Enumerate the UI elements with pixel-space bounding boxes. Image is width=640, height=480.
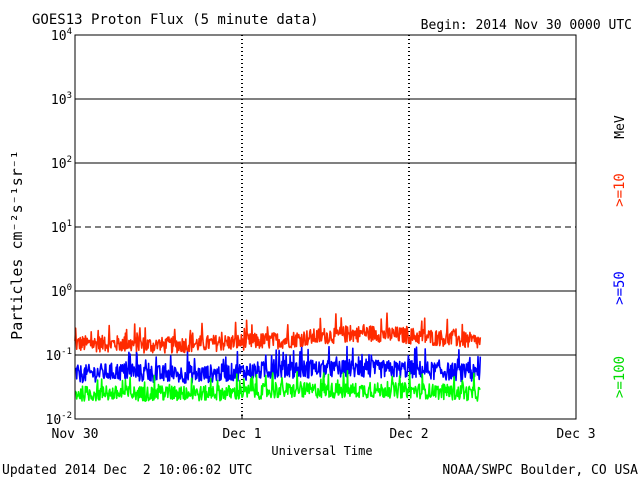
series-line-ge50: [74, 345, 482, 384]
x-tick-label: Nov 30: [52, 427, 99, 442]
x-axis-label: Universal Time: [271, 444, 372, 458]
series-line-ge10: [74, 312, 482, 354]
y-tick-label: 101: [51, 219, 72, 236]
y-tick-label: 104: [51, 27, 72, 44]
x-tick-label-layer: Nov 30 Dec 1 Dec 2 Dec 3: [52, 414, 596, 442]
grid-layer: [75, 98, 576, 356]
x-tick-label: Dec 3: [556, 427, 595, 442]
y-tick-label-layer: 10-2 10-1 100 101 102 103 104: [46, 27, 80, 428]
y-axis-label: Particles cm⁻²s⁻¹sr⁻¹: [8, 150, 26, 340]
legend-ge10: >=10: [612, 173, 628, 207]
agency-credit: NOAA/SWPC Boulder, CO USA: [442, 463, 638, 478]
series-line-ge100: [74, 369, 481, 403]
legend-unit-mev: MeV: [613, 115, 628, 139]
day-marker-layer: [241, 35, 410, 419]
updated-timestamp: Updated 2014 Dec 2 10:06:02 UTC: [2, 463, 252, 478]
begin-label: Begin: 2014 Nov 30 0000 UTC: [421, 18, 632, 33]
y-tick-label: 102: [51, 155, 72, 172]
legend-ge50: >=50: [612, 271, 628, 305]
chart-title: GOES13 Proton Flux (5 minute data): [32, 12, 319, 28]
series-layer: [74, 312, 482, 403]
y-tick-label: 100: [51, 283, 72, 300]
y-tick-label: 103: [51, 91, 72, 108]
y-tick-label: 10-2: [46, 411, 73, 428]
x-tick-label: Dec 2: [389, 427, 428, 442]
y-tick-label: 10-1: [46, 347, 73, 364]
x-tick-label: Dec 1: [222, 427, 261, 442]
legend-ge100: >=100: [612, 356, 628, 398]
